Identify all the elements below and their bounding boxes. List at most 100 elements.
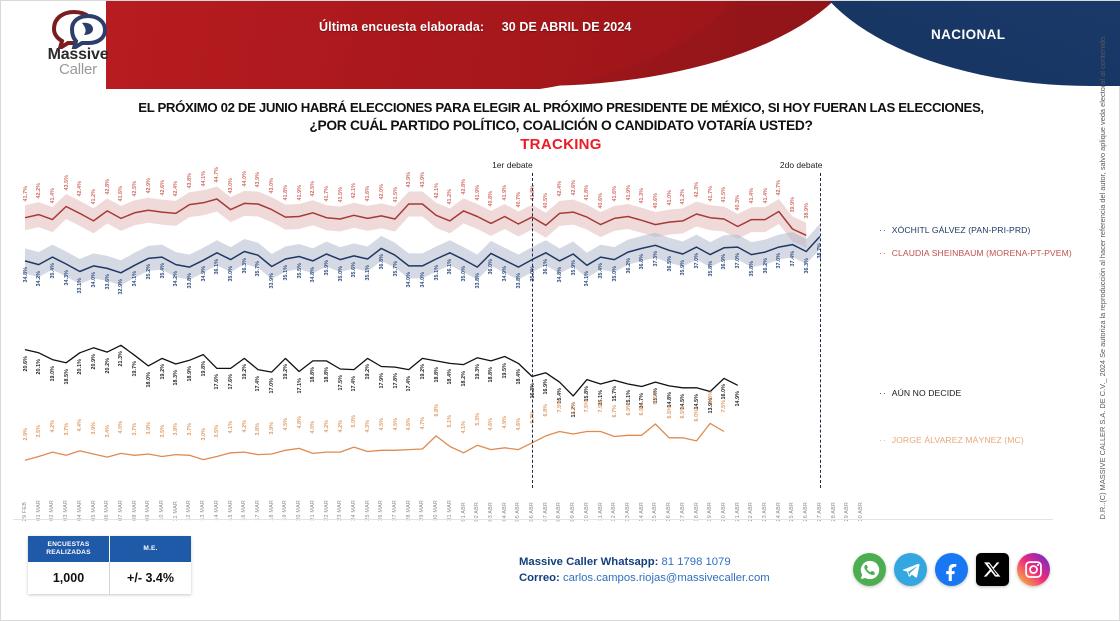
data-value-label: 41.9% (625, 184, 632, 201)
data-value-label: 42.8% (461, 178, 468, 195)
data-value-label: 34.9% (502, 266, 509, 282)
instagram-icon[interactable] (1017, 553, 1050, 586)
data-value-label: 41.0% (666, 190, 673, 206)
legend-dots-icon: ·· (879, 435, 887, 445)
x-axis-tick-label: 25 MAR (364, 500, 371, 521)
x-axis-tick-label: 23 MAR (337, 500, 344, 521)
survey-stats-table: ENCUESTAS REALIZADAS M.E. 1,000 +/- 3.4% (28, 536, 191, 594)
data-value-label: 6.0% (694, 408, 701, 422)
data-value-label: 34.0% (419, 271, 426, 288)
data-value-label: 4.1% (461, 420, 468, 434)
x-axis-tick-label: 11 MAR (172, 500, 179, 521)
data-value-label: 36.1% (214, 258, 221, 275)
x-axis-tick-label: 18 MAR (268, 500, 275, 521)
data-value-label: 38.9% (803, 203, 810, 219)
data-value-label: 7.5% (556, 399, 563, 412)
header-blue-banner (801, 1, 1120, 86)
data-value-label: 19.7% (132, 361, 139, 377)
data-value-label: 42.6% (159, 180, 166, 196)
data-value-label: 44.7% (214, 167, 221, 183)
stats-value-margin: +/- 3.4% (127, 571, 174, 585)
data-value-label: 4.8% (296, 416, 303, 429)
data-value-label: 42.1% (433, 183, 440, 199)
data-value-label: 4.6% (406, 417, 413, 431)
data-value-label: 35.6% (351, 261, 358, 278)
data-value-label: 3.7% (132, 423, 139, 436)
data-value-label: 6.8% (543, 403, 550, 417)
data-value-label: 41.4% (748, 187, 755, 204)
data-value-label: 42.7% (776, 179, 783, 196)
data-value-label: 4.5% (282, 418, 289, 431)
data-value-label: 41.9% (474, 184, 481, 201)
x-axis-tick-label: 29 MAR (419, 500, 426, 521)
data-value-label: 4.2% (49, 420, 56, 433)
data-value-label: 41.9% (502, 184, 509, 201)
data-value-label: 35.1% (282, 265, 289, 281)
data-value-label: 3.8% (255, 422, 262, 436)
data-value-label: 41.4% (49, 187, 56, 204)
contact-email: Correo: carlos.campos.riojas@massivecall… (519, 570, 770, 586)
data-value-label: 4.5% (378, 418, 385, 431)
legend-dots-icon: ·· (879, 225, 887, 235)
data-value-label: 14.9% (735, 391, 742, 407)
data-value-label: 36.2% (762, 258, 769, 274)
last-survey-date: Última encuesta elaborada: 30 DE ABRIL D… (319, 20, 631, 34)
last-survey-date-value: 30 DE ABRIL DE 2024 (501, 20, 632, 34)
data-value-label: 35.9% (570, 260, 577, 276)
brand-logo: Massive Caller (33, 9, 123, 81)
data-value-label: 34.8% (310, 266, 317, 283)
data-value-label: 21.3% (118, 351, 125, 367)
data-value-label: 40.6% (598, 192, 605, 209)
data-value-label: 4.6% (515, 417, 522, 431)
page-header: Última encuesta elaborada: 30 DE ABRIL D… (1, 1, 1120, 89)
data-value-label: 3.0% (200, 427, 207, 441)
data-value-label: 33.6% (104, 274, 111, 290)
data-value-label: 19.2% (241, 364, 248, 380)
data-value-label: 8.7% (652, 392, 659, 405)
data-value-label: 40.6% (652, 192, 659, 209)
x-axis-tick-label: 30 MAR (433, 500, 440, 521)
data-value-label: 35.7% (255, 261, 262, 277)
data-value-label: 36.2% (625, 258, 632, 274)
x-axis-tick-label: 15 MAR (227, 500, 234, 521)
data-value-label: 42.9% (145, 178, 152, 194)
contact-block: Massive Caller Whatsapp: 81 1798 1079 Co… (519, 554, 770, 586)
data-value-label: 19.2% (159, 364, 166, 380)
contact-whatsapp-value[interactable]: 81 1798 1079 (661, 556, 731, 568)
x-axis-tick-label: 01 MAR (35, 500, 42, 521)
x-twitter-icon[interactable] (976, 553, 1009, 586)
data-value-label: 34.8% (556, 266, 563, 283)
data-value-label: 41.2% (680, 188, 687, 205)
data-value-label: 40.5% (543, 193, 550, 209)
data-value-label: 3.7% (63, 423, 70, 436)
data-value-label: 42.5% (310, 180, 317, 197)
x-axis-tick-label: 04 MAR (76, 500, 83, 521)
telegram-icon[interactable] (894, 553, 927, 586)
contact-email-label: Correo: (519, 572, 560, 584)
data-value-label: 5.3% (474, 413, 481, 426)
data-value-label: 41.6% (611, 186, 618, 202)
data-value-label: 3.9% (145, 422, 152, 435)
data-value-label: 15.7% (611, 386, 618, 402)
x-axis-tick-label: 10 MAR (159, 500, 166, 521)
data-value-label: 41.7% (324, 185, 330, 202)
whatsapp-icon[interactable] (853, 553, 886, 586)
contact-email-value[interactable]: carlos.campos.riojas@massivecaller.com (562, 572, 770, 584)
data-value-label: 6.5% (680, 405, 687, 419)
brand-name-line1: Massive (47, 46, 109, 63)
contact-whatsapp: Massive Caller Whatsapp: 81 1798 1079 (519, 554, 770, 570)
x-axis-tick-label: 13 MAR (200, 500, 207, 521)
data-value-label: 43.0% (269, 177, 276, 194)
legend-item: ·· XÓCHITL GÁLVEZ (PAN-PRI-PRD) (879, 225, 1030, 235)
data-value-label: 34.1% (132, 271, 139, 287)
data-value-label: 19.2% (365, 364, 372, 380)
data-value-label: 34.2% (36, 270, 43, 287)
data-value-label: 37.0% (735, 253, 742, 269)
data-value-label: 41.9% (296, 184, 303, 201)
data-value-label: 18.8% (310, 366, 317, 383)
facebook-icon[interactable] (935, 553, 968, 586)
data-value-label: 17.1% (296, 377, 303, 394)
legend-item-label: XÓCHITL GÁLVEZ (PAN-PRI-PRD) (891, 225, 1031, 235)
data-value-label: 18.8% (324, 366, 330, 383)
data-value-label: 40.3% (735, 194, 742, 211)
